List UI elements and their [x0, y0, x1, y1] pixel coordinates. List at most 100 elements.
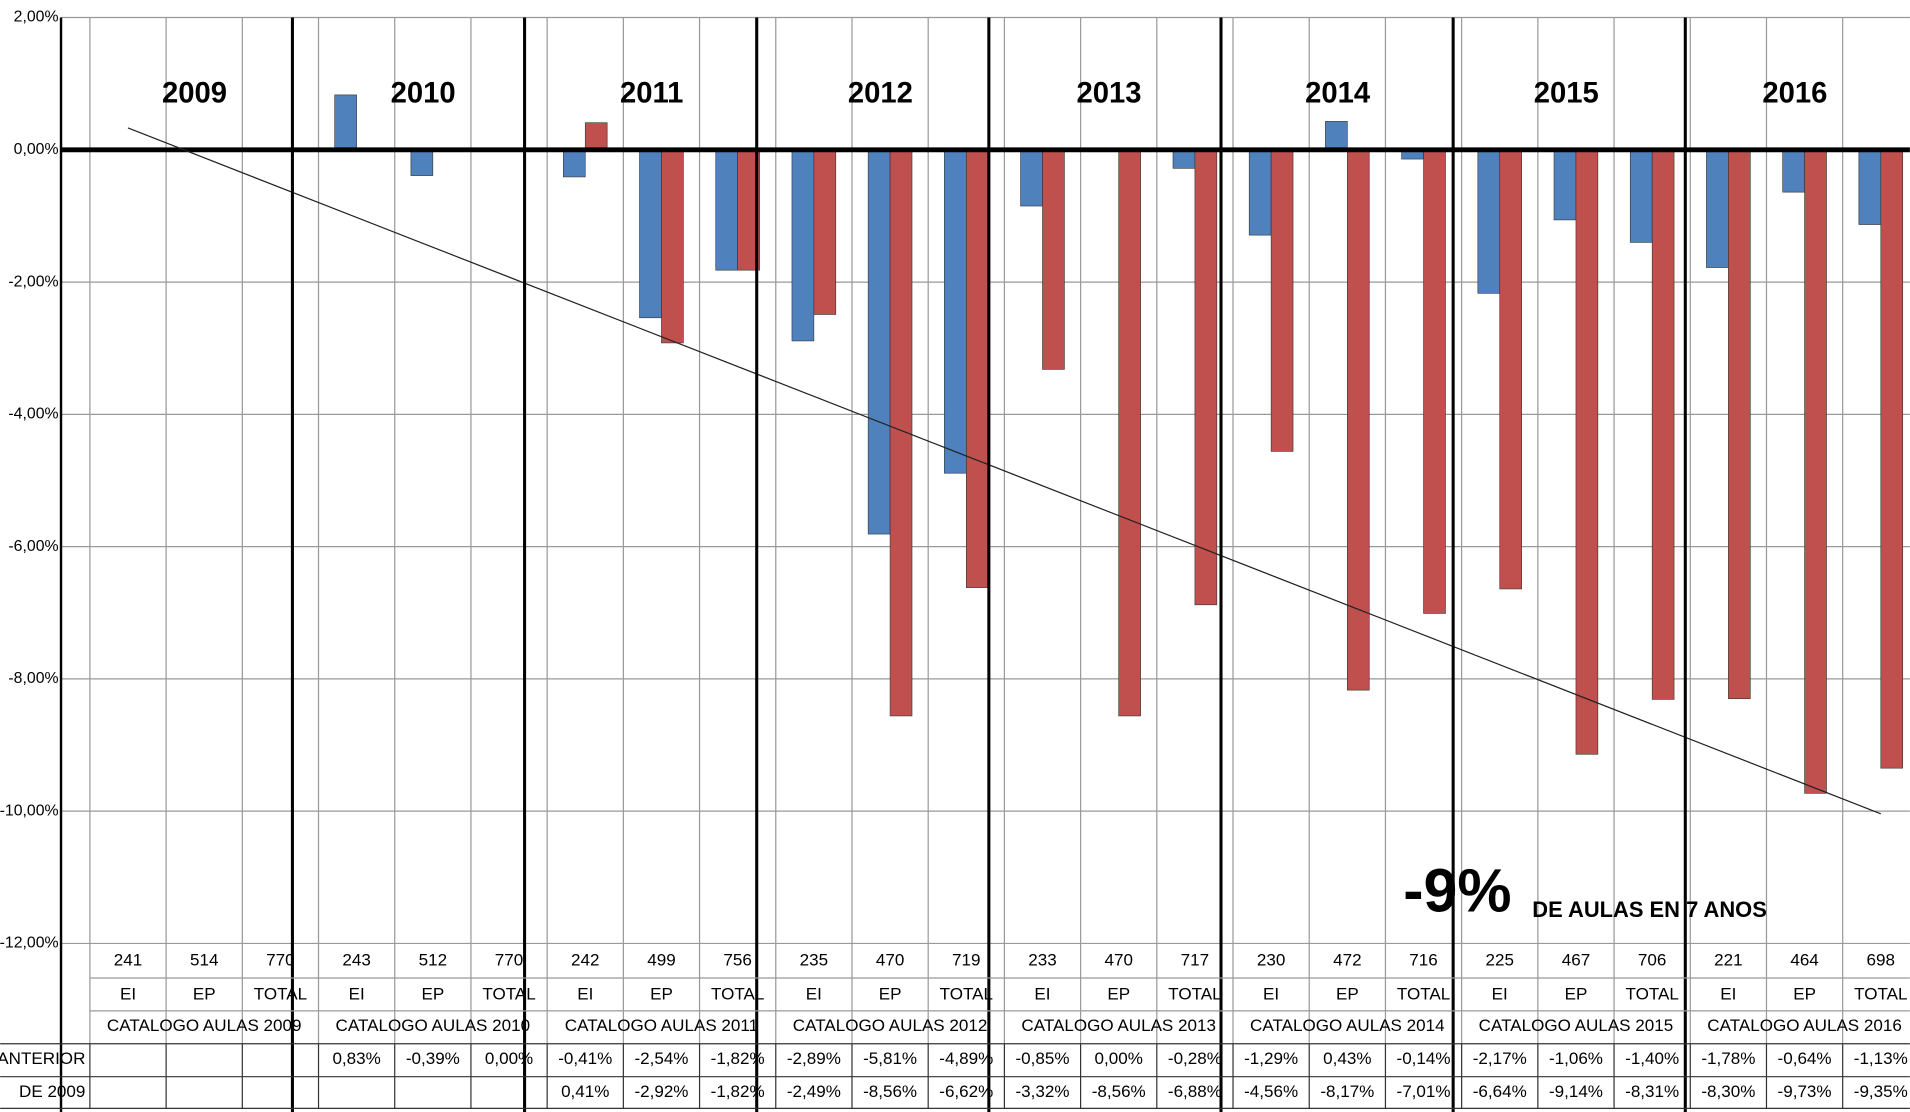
x-tick-label: EP: [1336, 985, 1359, 1004]
value-label: -2,89%: [787, 1049, 841, 1068]
bar: [867, 149, 891, 535]
bar: [1118, 149, 1141, 717]
group-label: CATALOGO AULAS 2016: [1707, 1016, 1902, 1035]
x-tick-label: TOTAL: [254, 985, 307, 1004]
x-tick-label: EI: [577, 985, 593, 1004]
annotation-big: -9%: [1403, 856, 1511, 924]
year-label: 2009: [162, 78, 227, 110]
group-label: CATALOGO AULAS 2011: [565, 1016, 758, 1035]
bar: [1477, 149, 1501, 294]
bar: [1042, 149, 1065, 370]
row-label: O ANTERIOR: [0, 1049, 85, 1068]
count-label: 225: [1486, 950, 1514, 969]
value-label: -8,30%: [1701, 1082, 1755, 1101]
year-label: 2010: [391, 78, 456, 110]
value-label: -0,28%: [1168, 1049, 1222, 1068]
x-tick-label: TOTAL: [1625, 985, 1678, 1004]
value-label: -9,35%: [1854, 1082, 1908, 1101]
bar: [1706, 149, 1729, 268]
bar: [715, 149, 738, 271]
value-label: -1,13%: [1854, 1049, 1908, 1068]
bar: [813, 149, 837, 315]
value-label: -0,14%: [1397, 1049, 1451, 1068]
value-label: -1,82%: [711, 1082, 765, 1101]
y-tick-label: -4,00%: [8, 406, 58, 423]
count-label: 770: [495, 950, 523, 969]
value-label: -0,85%: [1015, 1049, 1069, 1068]
bar: [1020, 149, 1043, 207]
y-tick-label: -6,00%: [8, 538, 58, 555]
year-label: 2013: [1076, 78, 1141, 110]
count-label: 512: [419, 950, 447, 969]
value-label: 0,83%: [332, 1049, 380, 1068]
bar: [584, 122, 608, 151]
x-tick-label: TOTAL: [1168, 985, 1221, 1004]
count-label: 514: [190, 950, 218, 969]
count-label: 470: [876, 950, 904, 969]
value-label: -8,17%: [1320, 1082, 1374, 1101]
value-label: 0,00%: [485, 1049, 533, 1068]
year-label: 2014: [1305, 78, 1371, 110]
x-tick-label: EP: [650, 985, 673, 1004]
x-tick-label: EI: [349, 985, 365, 1004]
x-tick-label: EI: [1492, 985, 1508, 1004]
bar: [1325, 121, 1348, 151]
trendline: [127, 127, 1882, 815]
count-label: 717: [1181, 950, 1209, 969]
bar: [1880, 149, 1904, 769]
bar: [791, 149, 815, 342]
value-label: -4,56%: [1244, 1082, 1298, 1101]
x-tick-label: TOTAL: [711, 985, 764, 1004]
value-label: -3,32%: [1015, 1082, 1069, 1101]
count-label: 470: [1104, 950, 1132, 969]
year-label: 2012: [848, 78, 913, 110]
group-label: CATALOGO AULAS 2010: [336, 1016, 531, 1035]
value-label: -0,39%: [406, 1049, 460, 1068]
x-tick-label: EP: [421, 985, 444, 1004]
value-label: -7,01%: [1397, 1082, 1451, 1101]
value-label: -1,78%: [1701, 1049, 1755, 1068]
bar: [1782, 149, 1805, 193]
value-label: -2,92%: [634, 1082, 688, 1101]
x-tick-label: EI: [120, 985, 136, 1004]
y-tick-label: 2,00%: [14, 9, 59, 26]
bar: [1172, 149, 1196, 169]
x-tick-label: EI: [806, 985, 822, 1004]
bar: [944, 149, 967, 474]
bar: [410, 149, 434, 176]
count-label: 230: [1257, 950, 1285, 969]
annotation-small: DE AULAS EN 7 ANOS: [1532, 897, 1767, 922]
value-label: -8,31%: [1625, 1082, 1679, 1101]
bar: [639, 149, 662, 319]
x-tick-label: TOTAL: [1397, 985, 1450, 1004]
count-label: 716: [1409, 950, 1437, 969]
count-label: 472: [1333, 950, 1361, 969]
count-label: 464: [1790, 950, 1818, 969]
value-label: -1,29%: [1244, 1049, 1298, 1068]
value-label: -1,82%: [711, 1049, 765, 1068]
x-tick-label: TOTAL: [1854, 985, 1907, 1004]
count-label: 235: [800, 950, 828, 969]
x-tick-label: EP: [1793, 985, 1816, 1004]
value-label: -8,56%: [1092, 1082, 1146, 1101]
x-tick-label: EP: [1107, 985, 1130, 1004]
group-label: CATALOGO AULAS 2014: [1250, 1016, 1445, 1035]
bar: [1575, 149, 1599, 755]
count-label: 221: [1714, 950, 1742, 969]
value-label: -2,49%: [787, 1082, 841, 1101]
bar: [1423, 149, 1446, 614]
bar: [1629, 149, 1653, 243]
bar: [1499, 149, 1522, 590]
count-label: 499: [647, 950, 675, 969]
row-label: DE 2009: [19, 1082, 85, 1101]
value-label: -1,06%: [1549, 1049, 1603, 1068]
value-label: 0,41%: [561, 1082, 609, 1101]
bar: [965, 149, 989, 588]
bar: [1804, 149, 1827, 794]
count-label: 770: [266, 950, 294, 969]
x-tick-label: EP: [1565, 985, 1588, 1004]
group-label: CATALOGO AULAS 2013: [1021, 1016, 1216, 1035]
y-tick-label: -12,00%: [0, 935, 59, 952]
